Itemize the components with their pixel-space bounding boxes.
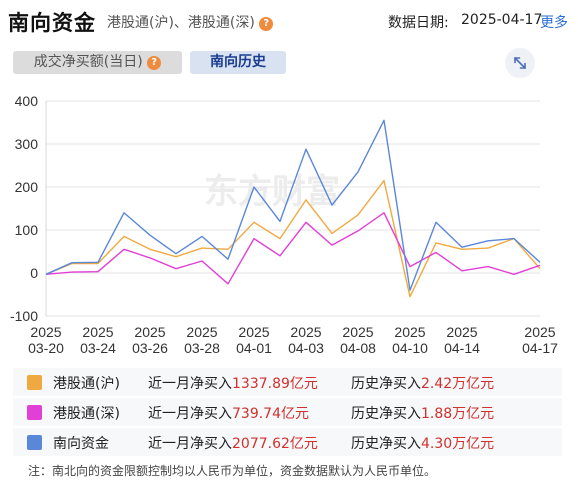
- tab-history-label: 南向历史: [210, 54, 266, 70]
- x-tick-label: 03-20: [28, 340, 64, 356]
- legend-name: 南向资金: [53, 436, 109, 452]
- legend-hist-value: 2.42万亿元: [421, 376, 495, 392]
- x-tick-label: 04-01: [236, 340, 272, 356]
- x-tick-label: 04-08: [340, 340, 376, 356]
- legend-month: 近一月净买入2077.62亿元: [148, 433, 318, 453]
- x-tick-label: 04-17: [522, 340, 558, 356]
- legend-hist-value: 4.30万亿元: [421, 436, 495, 452]
- page-subtitle: 港股通(沪)、港股通(深) ?: [107, 12, 274, 32]
- page-title: 南向资金: [8, 11, 96, 35]
- help-icon[interactable]: ?: [147, 56, 162, 70]
- legend-month-label: 近一月净买入: [148, 436, 232, 452]
- x-tick-label: 2025: [238, 324, 269, 340]
- x-axis-ticks: 202503-20202503-24202503-26202503-282025…: [28, 324, 558, 356]
- legend-month: 近一月净买入739.74亿元: [148, 403, 309, 423]
- x-tick-label: 2025: [342, 324, 373, 340]
- legend-swatch-hu: [27, 375, 42, 390]
- series-line-hu[interactable]: [45, 179, 541, 298]
- y-tick-label: 0: [30, 265, 38, 281]
- y-tick-label: 100: [15, 222, 39, 238]
- chart-series: [45, 119, 541, 298]
- x-tick-label: 04-14: [444, 340, 480, 356]
- legend-month-value: 739.74亿元: [232, 406, 309, 422]
- legend-name: 港股通(深): [53, 406, 120, 422]
- legend-swatch-total: [27, 435, 42, 450]
- header: 南向资金 港股通(沪)、港股通(深) ? 数据日期: 2025-04-17 更多: [0, 0, 578, 40]
- legend-hist-label: 历史净买入: [351, 436, 421, 452]
- legend-month-label: 近一月净买入: [148, 376, 232, 392]
- legend-name: 港股通(沪): [53, 376, 120, 392]
- x-tick-label: 2025: [82, 324, 113, 340]
- legend-month-label: 近一月净买入: [148, 406, 232, 422]
- watermark-text: 东方财富: [204, 172, 340, 211]
- y-axis-ticks: 400 300 200 100 0 -100: [10, 93, 38, 324]
- x-tick-label: 04-03: [288, 340, 324, 356]
- legend-row-total[interactable]: 南向资金 近一月净买入2077.62亿元 历史净买入4.30万亿元: [13, 428, 562, 456]
- legend-hist-label: 历史净买入: [351, 406, 421, 422]
- tab-southbound-history[interactable]: 南向历史: [190, 51, 286, 74]
- more-link[interactable]: 更多: [540, 15, 568, 31]
- y-tick-label: 200: [15, 179, 39, 195]
- x-tick-label: 2025: [134, 324, 165, 340]
- x-tick-label: 04-10: [392, 340, 428, 356]
- legend-month-value: 2077.62亿元: [232, 436, 318, 452]
- expand-button[interactable]: [505, 48, 535, 78]
- x-tick-label: 2025: [446, 324, 477, 340]
- legend-swatch-shen: [27, 405, 42, 420]
- legend-row-shen[interactable]: 港股通(深) 近一月净买入739.74亿元 历史净买入1.88万亿元: [13, 398, 562, 426]
- legend: 港股通(沪) 近一月净买入1337.89亿元 历史净买入2.42万亿元 港股通(…: [13, 368, 562, 458]
- series-line-total[interactable]: [45, 119, 541, 291]
- x-tick-label: 2025: [186, 324, 217, 340]
- legend-hist: 历史净买入4.30万亿元: [351, 433, 494, 453]
- help-icon[interactable]: ?: [259, 17, 274, 31]
- x-tick-label: 2025: [394, 324, 425, 340]
- footnote: 注：南北向的资金限额控制均以人民币为单位，资金数据默认为人民币单位。: [28, 464, 437, 478]
- date-value: 2025-04-17: [461, 12, 543, 28]
- subtitle-text: 港股通(沪)、港股通(深): [107, 15, 255, 31]
- y-tick-label: 400: [15, 93, 39, 109]
- y-tick-label: 300: [15, 136, 39, 152]
- x-tick-label: 03-24: [80, 340, 116, 356]
- legend-hist: 历史净买入1.88万亿元: [351, 403, 494, 423]
- expand-icon: [514, 57, 526, 69]
- y-tick-label: -100: [10, 308, 38, 324]
- date-label: 数据日期:: [388, 15, 449, 31]
- x-tick-label: 2025: [524, 324, 555, 340]
- x-tick-label: 2025: [290, 324, 321, 340]
- x-tick-label: 03-26: [132, 340, 168, 356]
- x-tick-label: 03-28: [184, 340, 220, 356]
- series-line-shen[interactable]: [45, 212, 541, 285]
- legend-hist-label: 历史净买入: [351, 376, 421, 392]
- tab-daily-label: 成交净买额(当日): [33, 54, 143, 70]
- legend-row-hu[interactable]: 港股通(沪) 近一月净买入1337.89亿元 历史净买入2.42万亿元: [13, 368, 562, 396]
- tab-daily-net-buy[interactable]: 成交净买额(当日) ?: [13, 51, 182, 74]
- legend-month-value: 1337.89亿元: [232, 376, 318, 392]
- x-tick-label: 2025: [30, 324, 61, 340]
- legend-hist-value: 1.88万亿元: [421, 406, 495, 422]
- legend-month: 近一月净买入1337.89亿元: [148, 373, 318, 393]
- legend-hist: 历史净买入2.42万亿元: [351, 373, 494, 393]
